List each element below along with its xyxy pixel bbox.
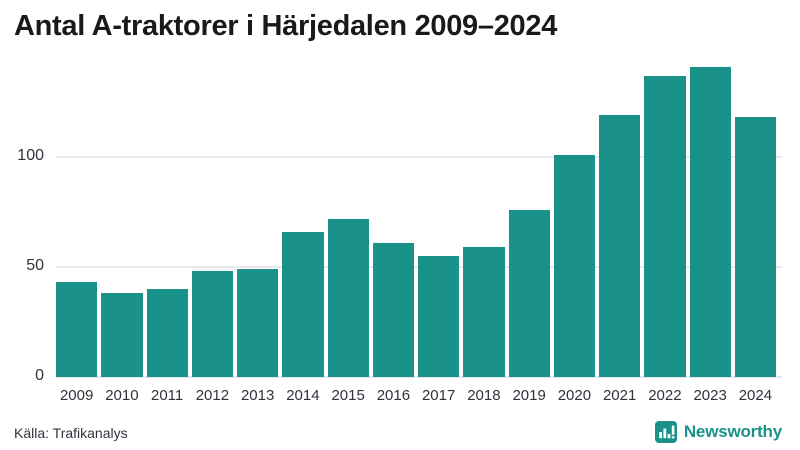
bar[interactable] [101,293,143,377]
x-tick-label: 2019 [512,387,546,404]
plot-area: 0 50 100 [0,66,800,384]
bar[interactable] [463,247,505,377]
bar[interactable] [553,154,595,377]
x-tick-label: 2014 [286,387,320,404]
x-tick-label: 2012 [195,387,230,404]
y-tick-label: 100 [17,147,44,164]
x-tick-label: 2020 [557,387,592,404]
y-tick-label: 50 [26,257,44,274]
bar[interactable] [56,282,98,377]
bar[interactable] [418,256,460,377]
x-tick-label: 2013 [240,387,275,404]
x-tick-label: 2009 [59,387,94,404]
x-tick-label: 2022 [648,387,682,404]
y-tick-label: 0 [35,367,44,384]
x-tick-label: 2024 [738,387,773,404]
x-tick-label: 2018 [467,387,501,404]
bar[interactable] [372,242,414,377]
chart-footer: Källa: Trafikanalys Newsworthy [0,418,800,450]
gridline-0 [56,376,782,378]
x-axis-tick-labels: 2009 2010 2011 2012 2013 2014 2015 2016 2017 2018… [0,386,800,408]
x-tick-label: 2021 [602,387,637,404]
gridline-100 [56,156,782,158]
bar[interactable] [508,209,550,377]
bar[interactable] [146,289,188,377]
bar-chart-alert-icon [654,421,677,443]
x-tick-label: 2017 [421,387,456,404]
chart-title: Antal A-traktorer i Härjedalen 2009–2024 [14,10,558,42]
newsworthy-logo[interactable]: Newsworthy [654,421,782,443]
x-tick-label: 2015 [331,387,365,404]
bar[interactable] [327,218,369,377]
bar[interactable] [237,269,279,377]
bar[interactable] [689,66,731,377]
x-tick-label: 2016 [376,387,411,404]
bar[interactable] [599,115,641,377]
source-note: Källa: Trafikanalys [14,425,128,441]
x-tick-label: 2011 [150,387,184,404]
bar[interactable] [644,75,686,377]
bar[interactable] [734,117,776,377]
bar[interactable] [282,231,324,377]
bar[interactable] [191,271,233,377]
x-tick-label: 2023 [693,387,727,404]
brand-name: Newsworthy [683,422,782,441]
x-tick-label: 2010 [105,387,139,404]
